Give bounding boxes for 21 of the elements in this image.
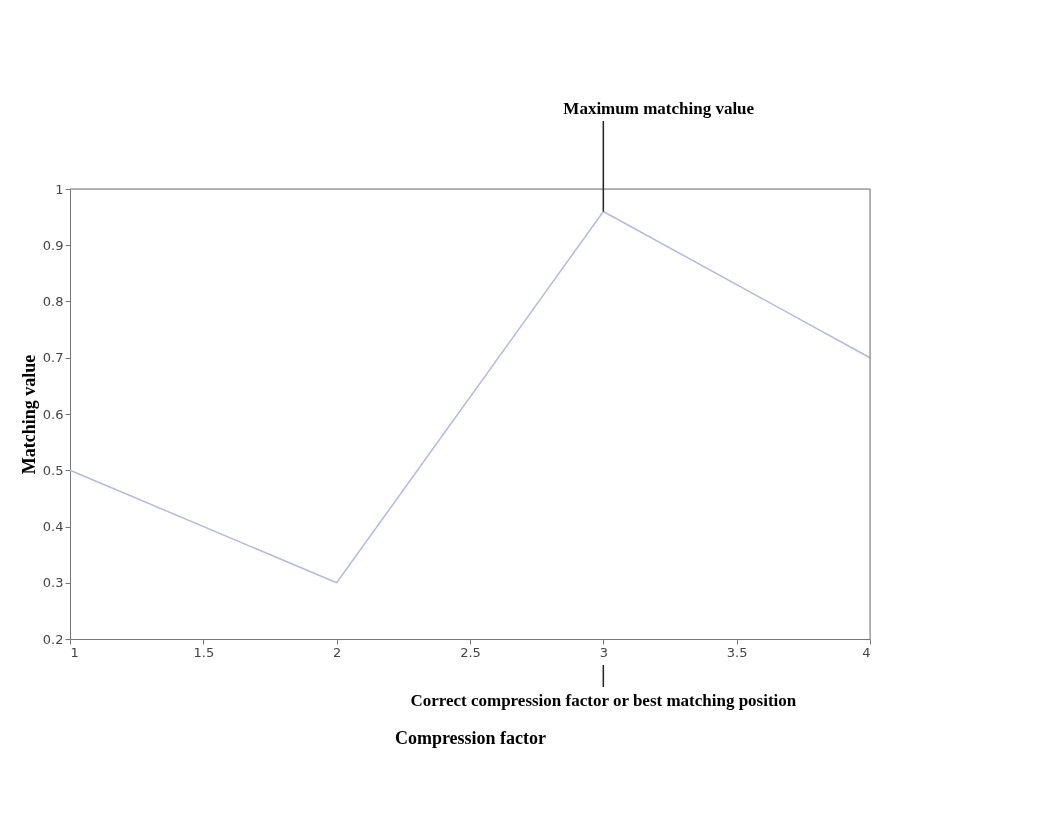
x-tick-label: 1 xyxy=(70,644,79,660)
y-axis-title: Matching value xyxy=(18,354,39,475)
y-tick-label: 0.5 xyxy=(42,462,64,478)
annotation: Maximum matching value xyxy=(563,99,755,118)
x-tick-label: 3 xyxy=(599,644,608,660)
y-tick-label: 0.8 xyxy=(42,294,64,309)
y-tick-label: 0.4 xyxy=(42,519,64,534)
line-series xyxy=(69,210,871,584)
x-tick-label: 4 xyxy=(862,644,871,660)
y-tick-label: 0.2 xyxy=(42,631,64,647)
x-axis-title: Compression factor xyxy=(394,727,547,748)
y-tick-label: 0.9 xyxy=(42,237,64,253)
x-tick-label: 1.5 xyxy=(193,644,215,660)
y-tick-label: 1 xyxy=(55,181,64,197)
x-tick-label: 2 xyxy=(333,644,342,660)
annotation: Correct compression factor or best matching position xyxy=(410,691,797,710)
x-tick-label: 3.5 xyxy=(726,644,748,660)
y-tick-label: 0.3 xyxy=(42,575,64,591)
x-tick-label: 2.5 xyxy=(460,644,481,660)
y-tick-label: 0.6 xyxy=(42,406,64,422)
y-tick-label: 0.7 xyxy=(42,350,64,366)
